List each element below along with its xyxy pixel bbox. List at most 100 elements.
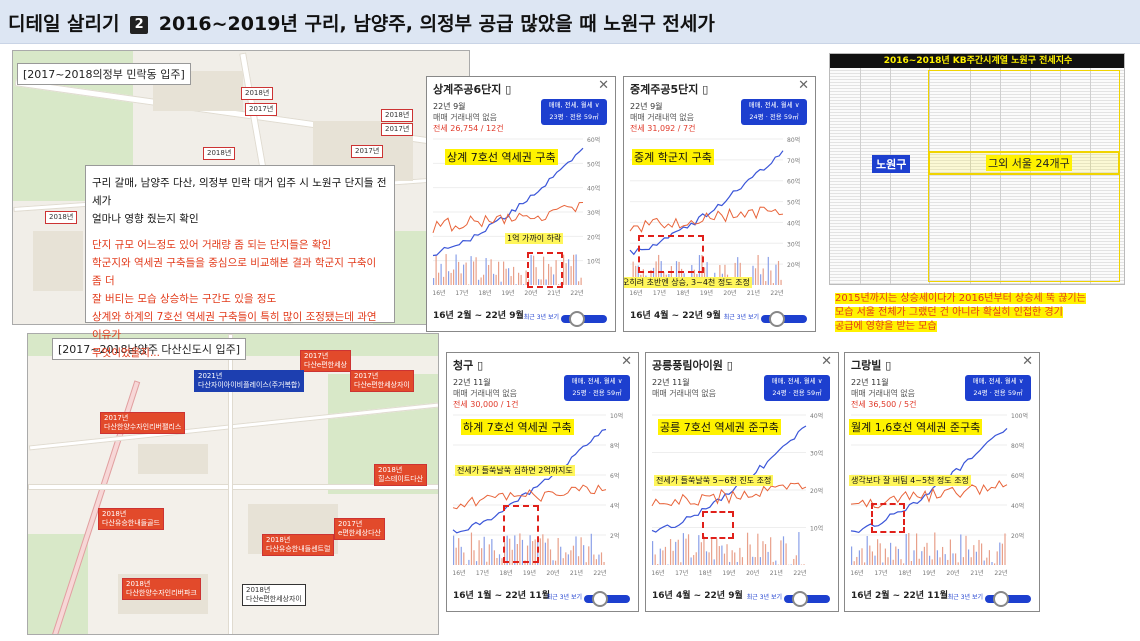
price-panel-gongneung[interactable]: 40억 30억 20억 10억 16년 17년 18년 19년 20년 21년 22년 공릉풍림아이… (645, 352, 839, 612)
map-pin[interactable]: 2018년 (381, 109, 414, 122)
map-pin[interactable]: 2021년 다산자이아이비플레이스(주거복합) (194, 370, 305, 392)
volume-bar (481, 548, 483, 565)
map-icon: ▯ (885, 359, 892, 372)
map-pin[interactable]: 2018년 (241, 87, 274, 100)
volume-bar (588, 546, 590, 565)
panel-date: 22년 11월 (453, 378, 491, 387)
x-tick-label: 20년 (723, 289, 736, 297)
pin-name: 다산유승한내들센트럴 (266, 545, 331, 553)
map-label: [2017~2018의정부 민락동 입주] (17, 63, 191, 85)
volume-bar (705, 551, 708, 565)
title-bar: 디테일 살리기 2 2016~2019년 구리, 남양주, 의정부 공급 많았을… (0, 0, 1140, 44)
map-pin[interactable]: 2018년 다산e편한세상자이 (242, 584, 306, 606)
price-panel-junggye[interactable]: 80억 70억 60억 50억 40억 30억 20억 16년 17년 18년 19년 20년 21년 2… (623, 76, 816, 332)
y-tick-label: 60억 (1011, 472, 1024, 480)
deal-type-filter[interactable]: 매매, 전세, 월세 ∨ 23평 · 전용 59㎡ (541, 99, 607, 125)
volume-bar (682, 533, 684, 565)
dip-highlight-box (527, 252, 563, 288)
panel-complex-name: 중계주공5단지 ▯ (630, 83, 709, 96)
kb-table-col (860, 68, 861, 284)
slider-knob[interactable] (792, 591, 808, 607)
map-pin[interactable]: 2017년 (351, 145, 384, 158)
volume-bar (463, 264, 465, 285)
volume-bar (737, 257, 739, 285)
map-pin[interactable]: 2017년 (381, 123, 414, 136)
kb-table-col (890, 68, 891, 284)
kb-note: 2015년까지는 상승세이다가 2016년부터 상승세 뚝 끊기는 모습 서울 … (835, 292, 1127, 334)
sale-price-line (432, 147, 584, 257)
volume-bar (544, 542, 546, 565)
volume-bar (986, 557, 988, 565)
deal-type-filter[interactable]: 매매, 전세, 월세 ∨ 24평 · 전용 59㎡ (764, 375, 830, 401)
recent-3y-link[interactable]: 최근 3년 보기 (723, 314, 759, 321)
price-panel-cheonggu[interactable]: 10억 8억 6억 4억 2억 16년 17년 18년 19년 20년 21년 22년 청구 ▯ ✕ … (446, 352, 639, 612)
volume-bar (968, 549, 970, 565)
panel-rent-price: 전세 26,754 / 12건 (433, 124, 504, 133)
close-icon[interactable]: ✕ (798, 78, 809, 93)
volume-bar (485, 258, 487, 285)
map-pin[interactable]: 2017년 다산e편한세상 (300, 350, 351, 372)
deal-type-filter[interactable]: 매매, 전세, 월세 ∨ 24평 · 전용 59㎡ (741, 99, 807, 125)
x-tick-label: 17년 (874, 569, 887, 577)
title-text: 2016~2019년 구리, 남양주, 의정부 공급 많았을 때 노원구 전세가 (158, 13, 715, 35)
map-pin[interactable]: 2018년 다산유승한내들센트럴 (262, 534, 335, 556)
volume-bar (675, 541, 677, 565)
map-pin[interactable]: 2018년 힐스테이트다산 (374, 464, 428, 486)
map-pin[interactable]: 2017년 e편한세상다산 (334, 518, 385, 540)
map-pin[interactable]: 2018년 다산유승한내들골드 (98, 508, 164, 530)
recent-3y-link[interactable]: 최근 3년 보기 (746, 594, 782, 601)
period-range: 16년 1월 ~ 22년 11월 (453, 591, 551, 601)
recent-3y-link[interactable]: 최근 3년 보기 (947, 594, 983, 601)
panel-sale-status: 매매 거래내역 없음 (630, 113, 694, 122)
recent-3y-link[interactable]: 최근 3년 보기 (546, 594, 582, 601)
recent-3y-link[interactable]: 최근 3년 보기 (523, 314, 559, 321)
kb-table-title: 2016~2018년 KB주간시계열 노원구 전세지수 (830, 54, 1124, 68)
close-icon[interactable]: ✕ (598, 78, 609, 93)
volume-bar (585, 562, 587, 565)
map-pin[interactable]: 2017년 다산e편한세상자이 (350, 370, 414, 392)
map-pin[interactable]: 2017년 다산한양수자인리버팰리스 (100, 412, 186, 434)
y-tick-label: 6억 (610, 472, 619, 480)
map-pin[interactable]: 2018년 (45, 211, 78, 224)
volume-bar (540, 279, 542, 285)
x-tick-label: 16년 (850, 569, 863, 577)
x-tick-label: 16년 (432, 289, 445, 297)
volume-bar (595, 559, 597, 565)
close-icon[interactable]: ✕ (621, 354, 632, 369)
pyeong-label: 23평 · 전용 59㎡ (549, 113, 599, 121)
price-panel-sanggye[interactable]: 60억 50억 40억 30억 20억 10억 16년 17년 18년 19년 20년 21년 22년 … (426, 76, 616, 332)
pin-name: 다산e편한세상 (304, 361, 347, 369)
close-icon[interactable]: ✕ (821, 354, 832, 369)
volume-bar (739, 262, 741, 285)
price-panel-grandvil[interactable]: 100억 80억 60억 40억 20억 16년 17년 18년 19년 20년 21년 22년 그랑… (844, 352, 1040, 612)
close-icon[interactable]: ✕ (1022, 354, 1033, 369)
x-tick-label: 18년 (699, 569, 712, 577)
panel-sale-status: 매매 거래내역 없음 (433, 113, 497, 122)
y-tick-label: 60억 (787, 178, 800, 186)
slider-knob[interactable] (592, 591, 608, 607)
slider-knob[interactable] (769, 311, 785, 327)
deal-type-filter[interactable]: 매매, 전세, 월세 ∨ 25평 · 전용 59㎡ (564, 375, 630, 401)
map-pin[interactable]: 2018년 다산한양수자인리버파크 (122, 578, 201, 600)
pin-year: 2017년 (354, 372, 379, 380)
kb-nowon-tag: 노원구 (872, 155, 911, 173)
y-tick-label: 40억 (787, 219, 800, 227)
map-pin[interactable]: 2018년 (203, 147, 236, 160)
deal-type-filter[interactable]: 매매, 전세, 월세 ∨ 24평 · 전용 59㎡ (965, 375, 1031, 401)
volume-bar (757, 533, 759, 565)
y-tick-label: 70억 (787, 157, 800, 165)
slider-knob[interactable] (569, 311, 585, 327)
panel-highlight: 상계 7호선 역세권 구축 (445, 149, 558, 165)
slider-knob[interactable] (993, 591, 1009, 607)
volume-bar (523, 284, 525, 285)
dasan-map[interactable]: [2017~2018남양주 다산신도시 입주] 2017년 다산e편한세상 202… (27, 333, 439, 635)
volume-bar (690, 557, 692, 565)
volume-bar (988, 550, 990, 565)
x-tick-label: 19년 (523, 569, 536, 577)
panel-date: 22년 11월 (652, 378, 690, 387)
map-pin[interactable]: 2017년 (245, 103, 278, 116)
x-tick-label: 16년 (452, 569, 465, 577)
rent-price-line (452, 484, 607, 510)
volume-bar (548, 263, 550, 285)
volume-bar (547, 538, 549, 565)
